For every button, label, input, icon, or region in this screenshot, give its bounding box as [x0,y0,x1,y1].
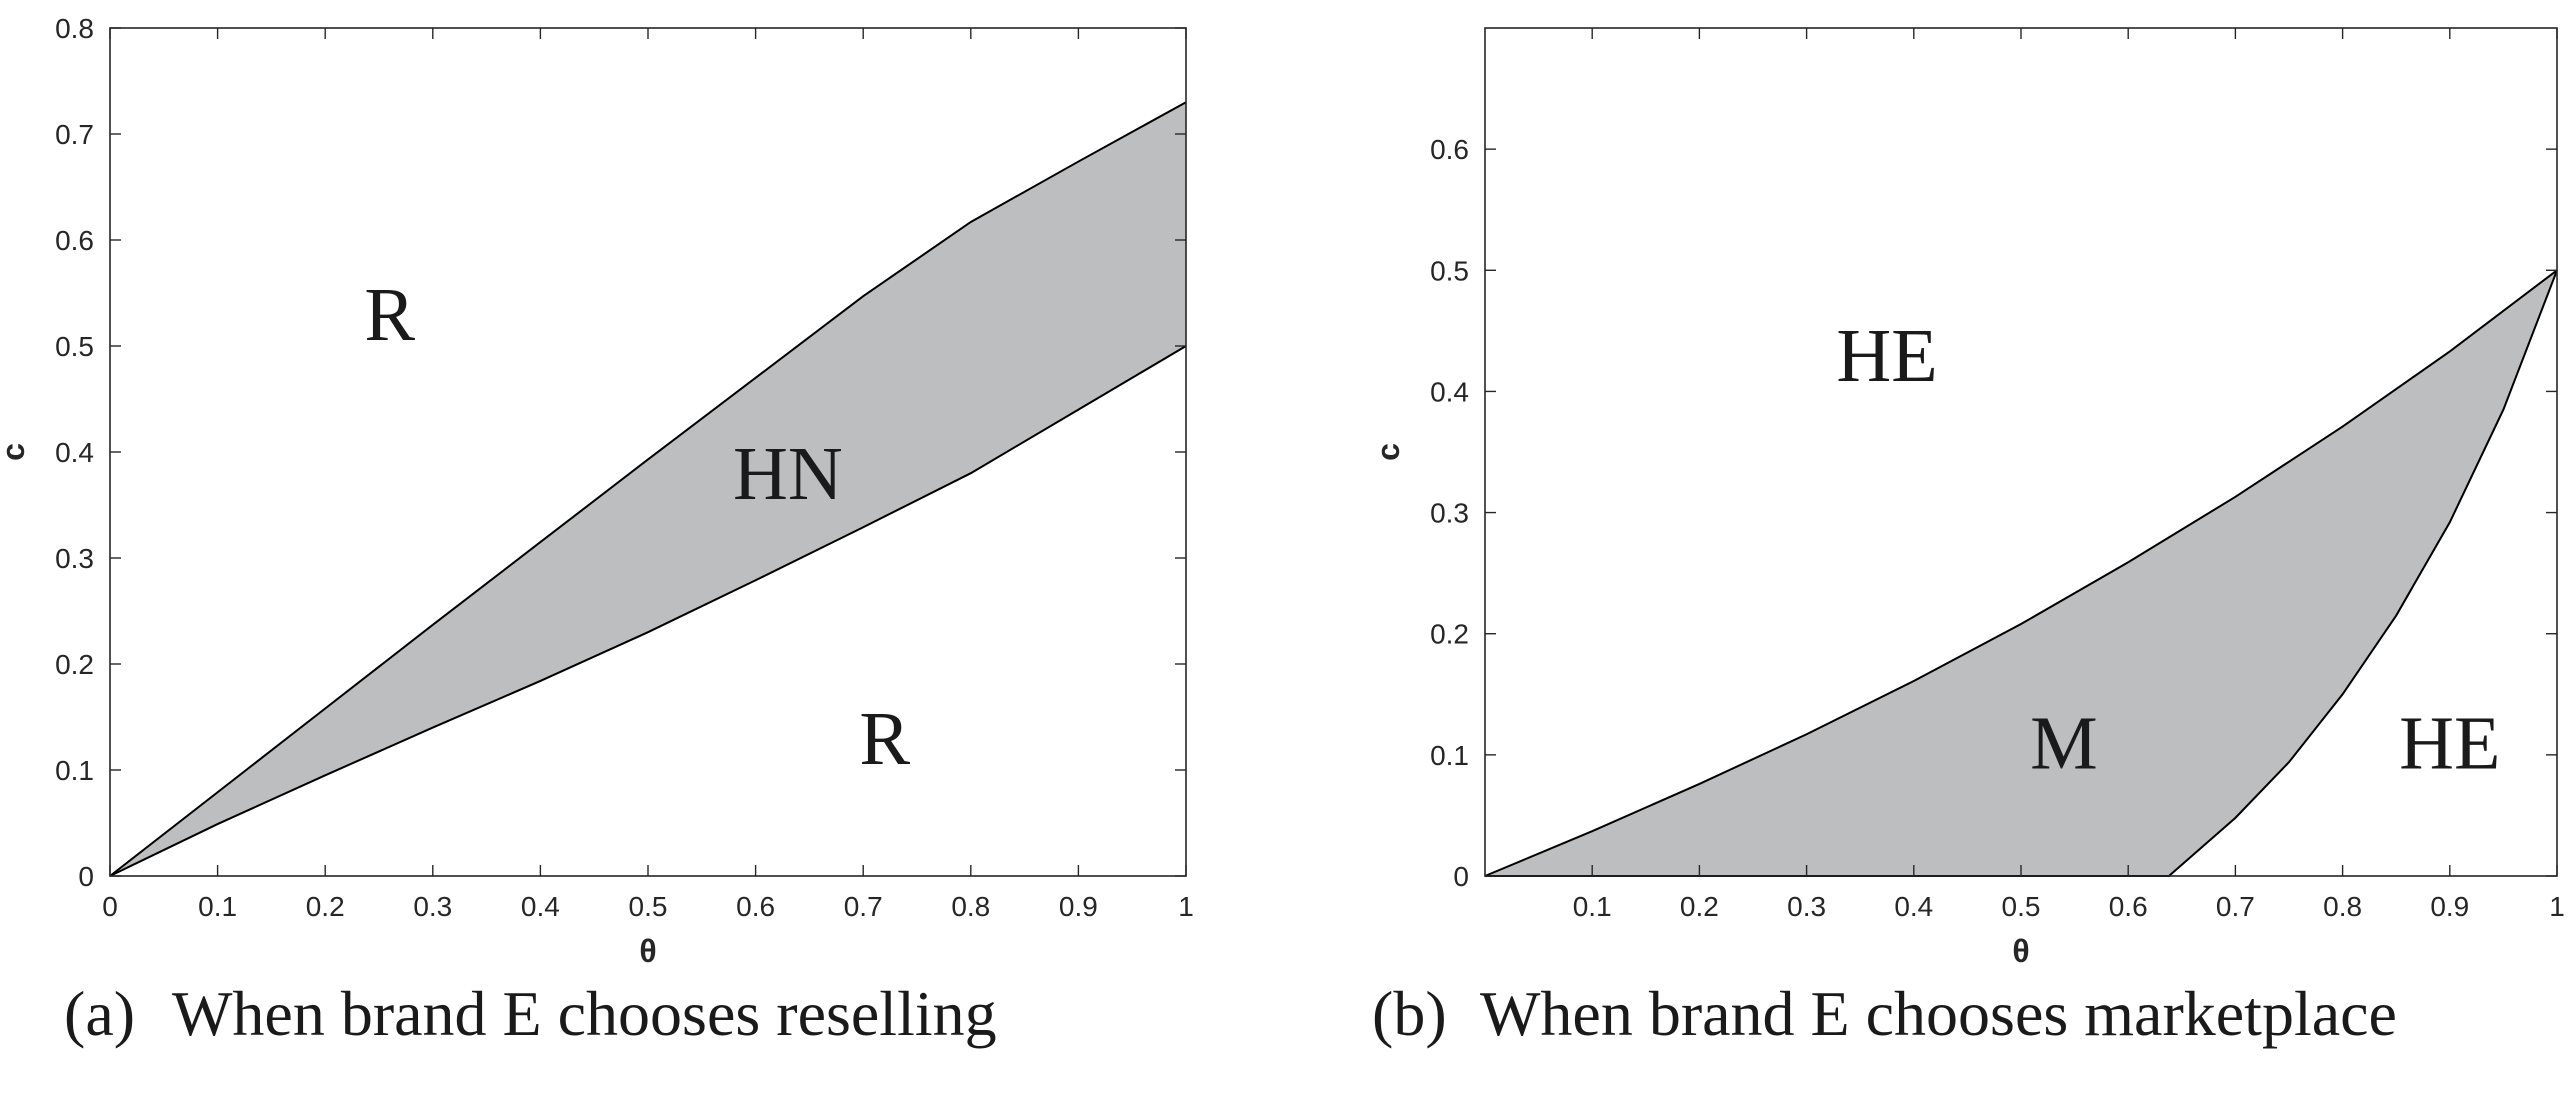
y-tick-label: 0.5 [55,331,94,362]
region-label: R [364,273,415,357]
x-tick-label: 0.5 [629,891,668,922]
x-tick-label: 0.2 [306,891,345,922]
x-tick-label: 0.1 [1573,891,1612,922]
x-tick-label: 0.8 [2323,891,2362,922]
y-tick-label: 0.1 [55,755,94,786]
y-tick-label: 0.2 [55,649,94,680]
region-label: HN [733,432,843,516]
upper-boundary-curve-a [109,101,1187,877]
y-tick-label: 0 [1453,861,1469,892]
x-tick-label: 0.9 [2430,891,2469,922]
shaded-region-b [1485,270,2557,876]
x-tick-label: 0.5 [2002,891,2041,922]
chart-panel-b: 0.1 0.2 0.3 0.4 0.5 0.6 0.7 0.8 0.9 1 0 0.1 0.2 0.3 0.… [1370,27,2565,1049]
y-tick-label: 0.3 [1430,498,1469,529]
y-tick-label: 0.8 [55,13,94,44]
y-axis-label: c [1370,443,1406,461]
x-tick-label: 0.4 [1894,891,1933,922]
upper-boundary-curve-b [1484,269,2558,877]
caption-tag: (b) [1372,978,1447,1049]
x-tick-label: 0.7 [2216,891,2255,922]
y-axis-label: c [0,443,31,461]
x-tick-label: 0.6 [736,891,775,922]
caption-text: When brand E chooses reselling [172,978,997,1049]
x-tick-label: 0 [102,891,118,922]
x-tick-label: 0.3 [1787,891,1826,922]
y-tick-label: 0.4 [1430,376,1469,407]
x-tick-label: 0.3 [413,891,452,922]
y-tick-label: 0.4 [55,437,94,468]
x-tick-label: 0.9 [1059,891,1098,922]
y-tick-label: 0.6 [55,225,94,256]
x-tick-label: 0.7 [844,891,883,922]
x-tick-label: 0.8 [951,891,990,922]
y-tick-label: 0.5 [1430,255,1469,286]
y-tick-label: 0.1 [1430,740,1469,771]
chart-panel-a: 0 0.1 0.2 0.3 0.4 0.5 0.6 0.7 0.8 0.9 1 0 0.1 0.2 0.3 0… [0,13,1194,1049]
region-label: R [859,697,910,781]
x-tick-label: 1 [2549,891,2565,922]
region-label: HE [2399,702,2500,786]
x-tick-label: 0.1 [198,891,237,922]
caption-tag: (a) [64,978,135,1049]
region-label: HE [1836,314,1937,398]
y-tick-label: 0.7 [55,119,94,150]
x-tick-label: 1 [1178,891,1194,922]
y-tick-label: 0.2 [1430,619,1469,650]
y-tick-label: 0.3 [55,543,94,574]
lower-boundary-curve-a [109,345,1187,877]
x-axis-label: θ [639,933,656,969]
shaded-region-a [110,102,1186,876]
lower-boundary-curve-b [1485,269,2558,877]
y-tick-label: 0 [78,861,94,892]
plot-area-a [110,28,1186,876]
x-tick-label: 0.2 [1680,891,1719,922]
x-axis-label: θ [2012,933,2029,969]
y-tick-label: 0.6 [1430,134,1469,165]
x-tick-label: 0.6 [2109,891,2148,922]
region-label: M [2030,702,2098,786]
x-tick-label: 0.4 [521,891,560,922]
caption-text: When brand E chooses marketplace [1480,978,2397,1049]
